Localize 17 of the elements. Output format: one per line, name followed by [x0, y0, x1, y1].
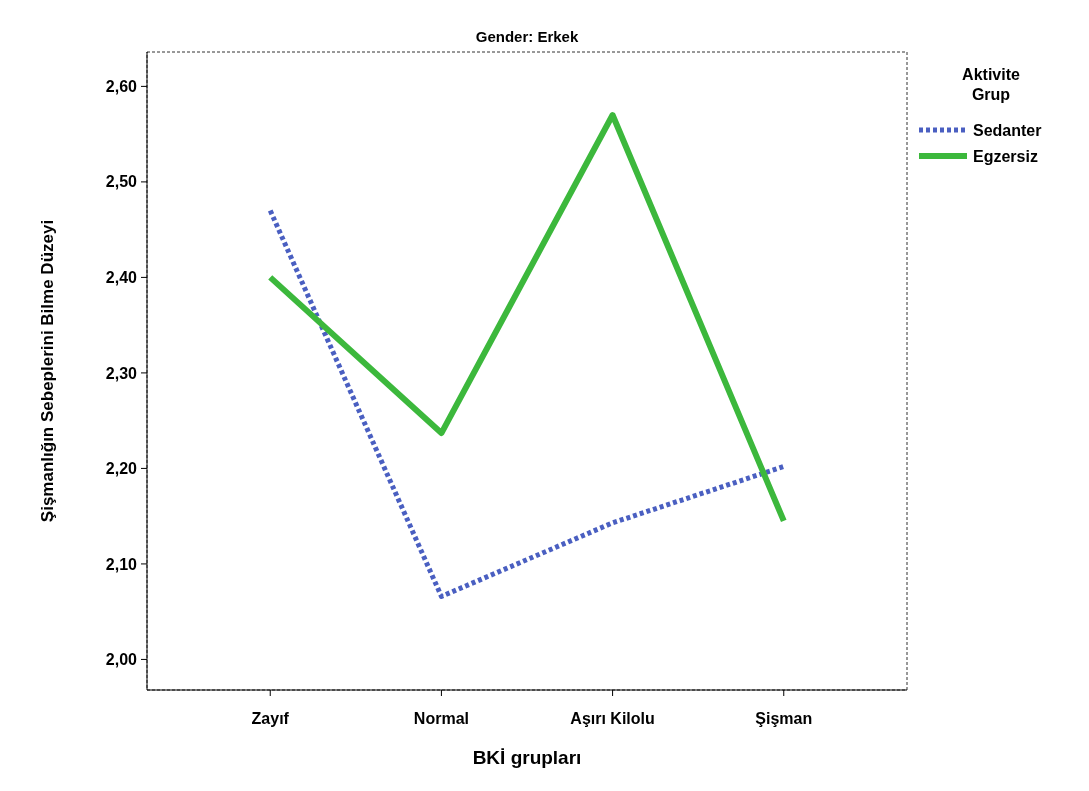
x-tick-label: Normal — [413, 710, 469, 727]
x-tick-label: Zayıf — [251, 710, 290, 727]
y-tick-label: 2,30 — [105, 364, 138, 382]
y-tick-label: 2,40 — [105, 269, 138, 286]
y-tick-label: 2,20 — [105, 460, 138, 478]
x-tick-label: Aşırı Kilolu — [570, 710, 655, 727]
x-axis-title: BKİ grupları — [472, 747, 582, 768]
legend-title: Aktivite Grup — [962, 66, 1020, 103]
legend-label: Sedanter — [973, 121, 1042, 139]
y-tick-label: 2,60 — [105, 77, 138, 95]
x-tick-label: Şişman — [755, 710, 813, 727]
y-tick-label: 2,50 — [105, 173, 138, 191]
y-tick-label: 2,10 — [105, 555, 138, 573]
legend-label: Egzersiz — [973, 147, 1038, 165]
y-axis-title: Şişmanlığın Sebeplerini Bilme Düzeyi — [38, 219, 57, 523]
chart-title: Gender: Erkek — [475, 28, 579, 45]
y-tick-label: 2,00 — [105, 651, 138, 669]
